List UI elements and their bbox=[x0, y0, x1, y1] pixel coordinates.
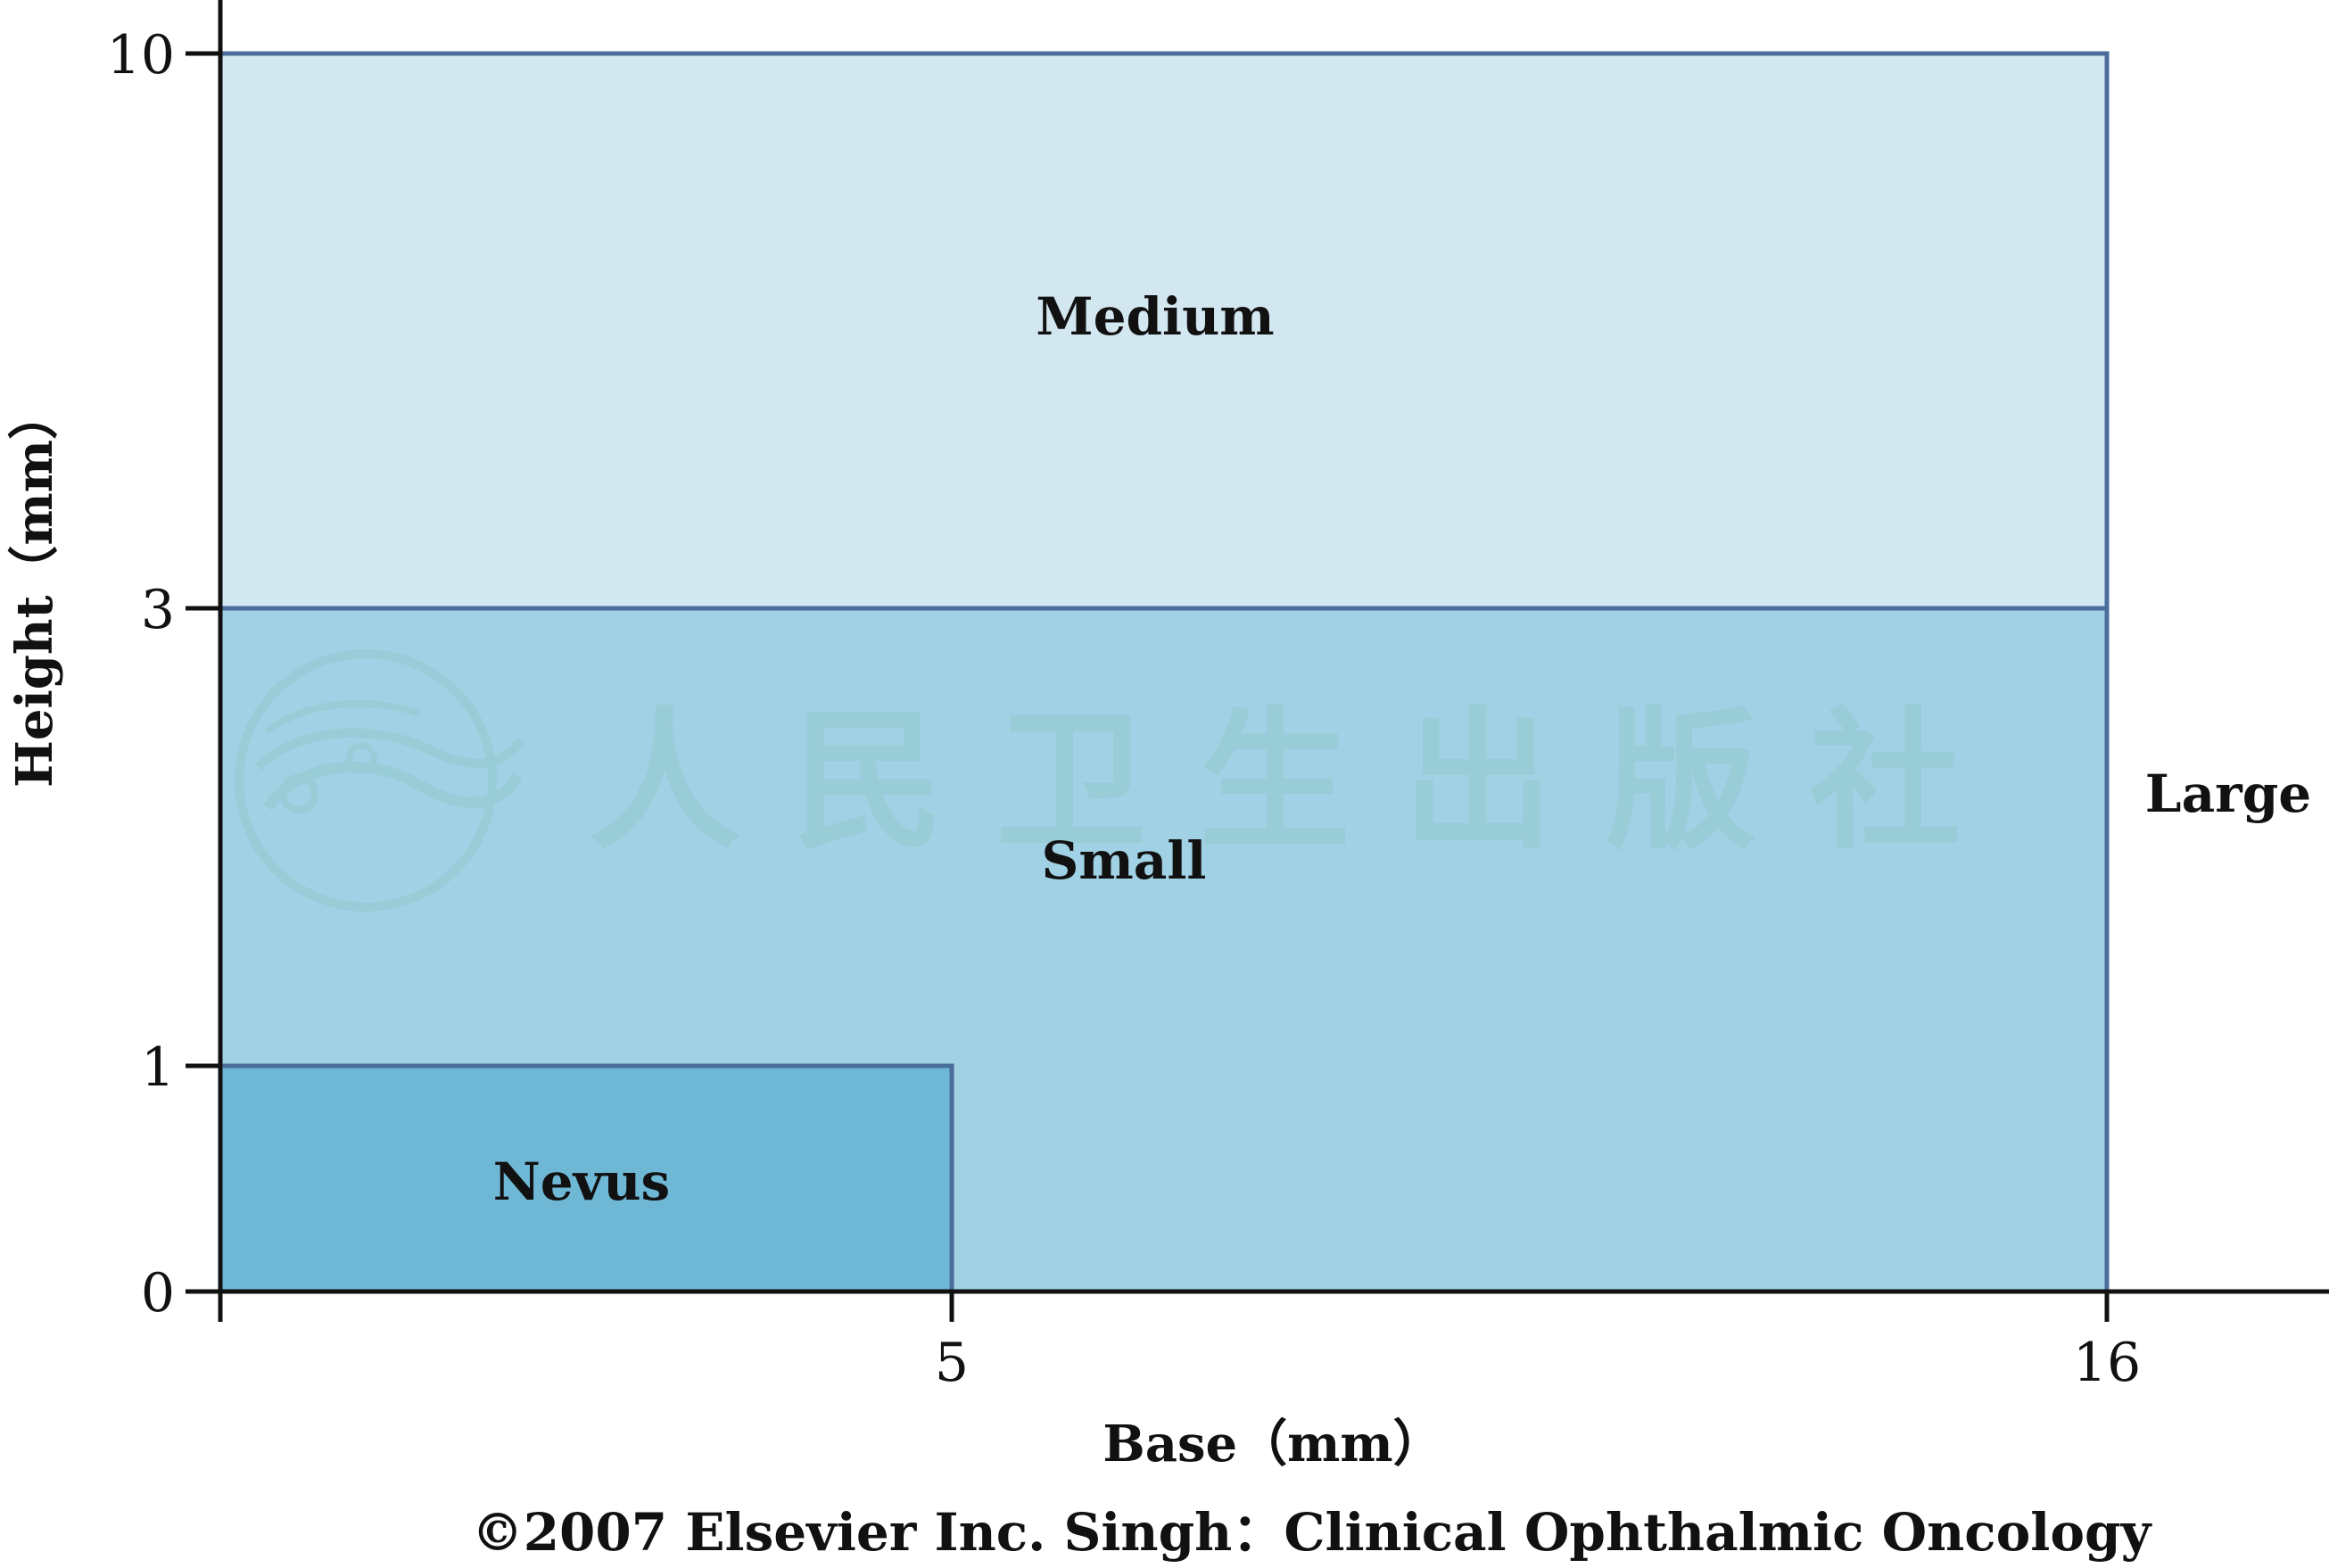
region-label-medium: Medium bbox=[1036, 286, 1274, 347]
watermark-text: 人民卫生出版社 bbox=[589, 694, 2012, 871]
region-label-large: Large bbox=[2145, 763, 2311, 824]
y-tick-label-0: 0 bbox=[141, 1262, 175, 1325]
y-tick-label-10: 10 bbox=[107, 24, 175, 87]
y-tick-label-3: 3 bbox=[141, 579, 175, 641]
publisher-logo-icon bbox=[235, 649, 525, 912]
region-label-nevus: Nevus bbox=[493, 1151, 670, 1212]
y-tick-label-1: 1 bbox=[141, 1036, 175, 1099]
labels: Medium Small Nevus Large bbox=[493, 286, 2311, 1212]
x-tick-label-16: 16 bbox=[2073, 1332, 2141, 1394]
axes: 0 1 3 10 5 16 bbox=[107, 0, 2329, 1394]
regions-layer bbox=[220, 54, 2107, 1292]
y-axis-title: Height（mm） bbox=[5, 390, 64, 788]
x-tick-label-5: 5 bbox=[935, 1332, 969, 1394]
x-axis-title: Base（mm） bbox=[1103, 1415, 1442, 1473]
copyright-credit: ©2007 Elsevier Inc. Singh：Clinical Ophth… bbox=[472, 1502, 2153, 1563]
region-label-small: Small bbox=[1042, 830, 1207, 891]
region-medium bbox=[220, 54, 2107, 608]
region-nevus bbox=[220, 1066, 952, 1292]
watermark: 人民卫生出版社 bbox=[235, 649, 2012, 912]
